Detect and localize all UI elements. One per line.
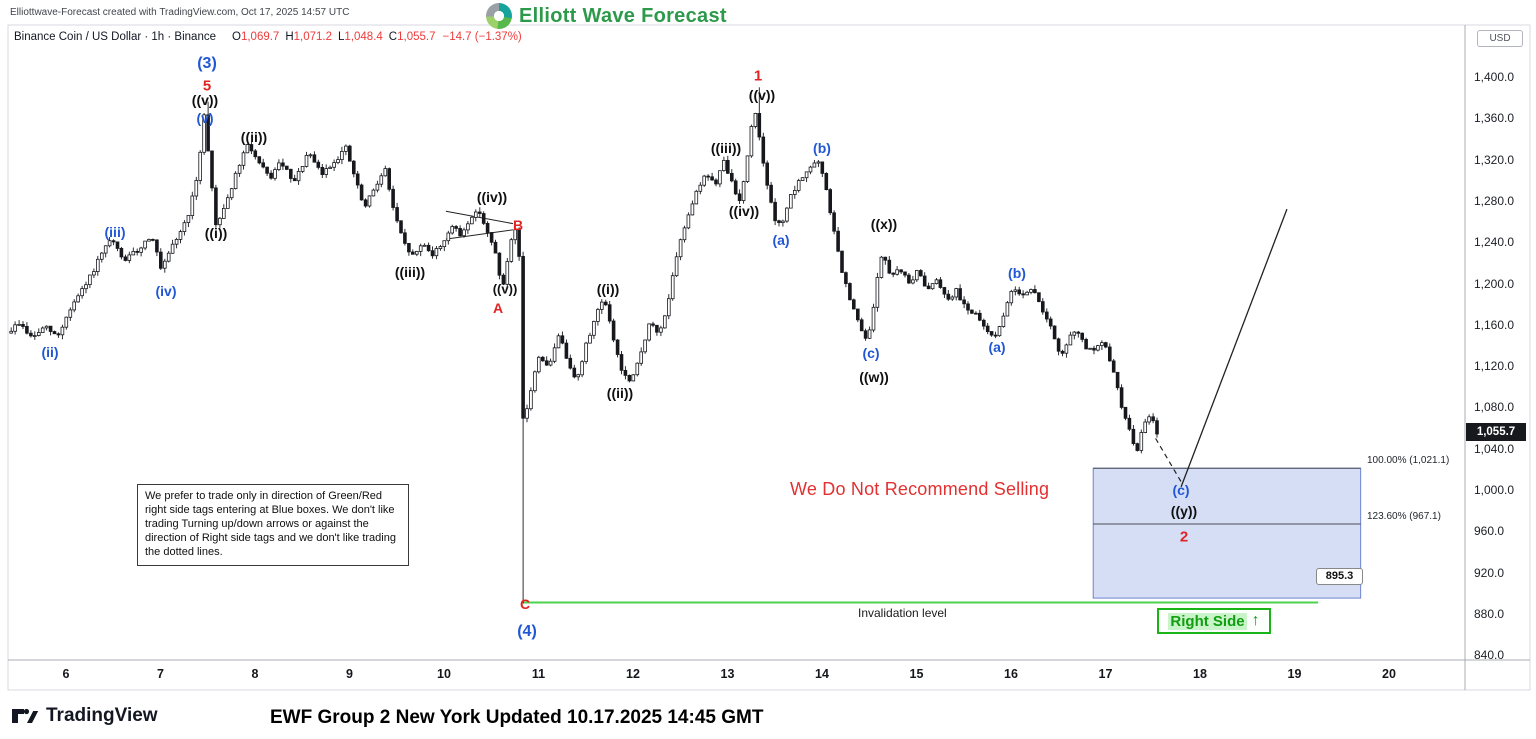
price-scale[interactable]: USD 1,055.7 1,400.0 1,360.0 1,320.0 1,280.0… <box>1465 25 1536 663</box>
box-bottom-price-tag: 895.3 <box>1316 568 1363 585</box>
price-axis-label: 1,320.0 <box>1474 152 1515 167</box>
chart-footer-title: EWF Group 2 New York Updated 10.17.2025 … <box>270 707 764 728</box>
time-axis-label: 20 <box>1382 667 1396 681</box>
time-axis-label: 18 <box>1193 667 1207 681</box>
price-axis-label: 1,360.0 <box>1474 111 1515 126</box>
price-axis-label: 960.0 <box>1474 524 1505 539</box>
price-axis-label: 1,240.0 <box>1474 235 1515 250</box>
tradingview-brand-text: TradingView <box>46 705 158 726</box>
time-scale[interactable]: 6 7 8 9 10 11 12 13 14 15 16 17 18 19 20 <box>8 660 1465 690</box>
right-side-badge: Right Side ↑ <box>1157 608 1271 634</box>
recommendation-warning-text: We Do Not Recommend Selling <box>790 479 1050 499</box>
ohlc-value: 1,069.7 <box>240 31 280 43</box>
price-axis-label: 1,280.0 <box>1474 193 1515 208</box>
price-axis-label: 1,000.0 <box>1474 483 1515 497</box>
time-axis-label: 14 <box>815 667 829 681</box>
last-price-badge: 1,055.7 <box>1466 423 1526 442</box>
watermark-text: Elliottwave-Forecast created with Tradin… <box>10 7 350 18</box>
price-axis-label: 1,040.0 <box>1474 441 1515 456</box>
time-axis-label: 10 <box>437 667 451 681</box>
price-axis-label: 920.0 <box>1474 565 1505 580</box>
invalidation-level-label: Invalidation level <box>858 606 947 620</box>
ohlc-key: C <box>388 31 398 43</box>
time-axis-label: 19 <box>1287 667 1302 681</box>
time-axis-label: 16 <box>1004 667 1018 681</box>
ewf-logo-text: Elliott Wave Forecast <box>519 4 727 27</box>
ohlc-values: O1,069.7 H1,071.2 L1,048.4 C1,055.7 <box>226 31 435 43</box>
currency-unit-button[interactable]: USD <box>1477 30 1523 47</box>
price-change: −14.7 (−1.37%) <box>442 31 522 43</box>
ewf-logo-icon <box>486 3 512 29</box>
price-axis-label: 1,400.0 <box>1474 70 1515 84</box>
fib-level-label: 100.00% (1,021.1) <box>1367 455 1450 466</box>
time-axis-label: 7 <box>157 667 164 681</box>
time-axis-label: 17 <box>1098 667 1113 681</box>
price-axis-label: 840.0 <box>1474 648 1505 663</box>
time-axis-label: 6 <box>62 667 70 681</box>
ohlc-value: 1,048.4 <box>344 31 383 43</box>
time-axis-label: 13 <box>720 667 735 681</box>
time-axis-label: 12 <box>626 667 640 681</box>
price-axis-label: 1,080.0 <box>1474 400 1515 415</box>
up-arrow-icon: ↑ <box>1251 612 1260 629</box>
price-axis-label: 1,160.0 <box>1474 317 1515 332</box>
ohlc-value: 1,055.7 <box>397 31 436 43</box>
ohlc-key: L <box>338 31 345 43</box>
ohlc-key: H <box>285 31 294 43</box>
right-side-label: Right Side <box>1168 612 1247 630</box>
symbol-title: Binance Coin / US Dollar · 1h · Binance <box>14 31 216 43</box>
time-axis-label: 9 <box>346 667 353 681</box>
time-axis-label: 11 <box>531 667 546 681</box>
price-axis-label: 880.0 <box>1474 606 1505 621</box>
time-axis-label: 8 <box>251 667 259 681</box>
symbol-info-bar[interactable]: Binance Coin / US Dollar · 1h · Binance O… <box>14 31 522 43</box>
price-axis-label: 1,200.0 <box>1474 276 1515 291</box>
trading-note-box: We prefer to trade only in direction of … <box>137 484 409 566</box>
time-axis-label: 15 <box>909 667 924 681</box>
tradingview-logo-icon <box>12 708 39 723</box>
ohlc-value: 1,071.2 <box>293 31 333 43</box>
fib-level-label: 123.60% (967.1) <box>1367 511 1441 522</box>
ohlc-key: O <box>232 31 241 43</box>
ewf-logo: Elliott Wave Forecast <box>486 3 727 29</box>
price-axis-label: 1,120.0 <box>1474 359 1515 374</box>
tradingview-brand[interactable]: TradingView <box>10 703 158 729</box>
